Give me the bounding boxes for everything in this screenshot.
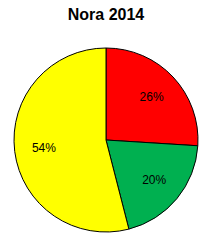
svg-text:26%: 26%: [140, 90, 164, 104]
html-text:Nora 2014: Nora 2014: [67, 6, 145, 23]
svg-text:54%: 54%: [32, 141, 56, 155]
svg-text:20%: 20%: [142, 173, 166, 187]
